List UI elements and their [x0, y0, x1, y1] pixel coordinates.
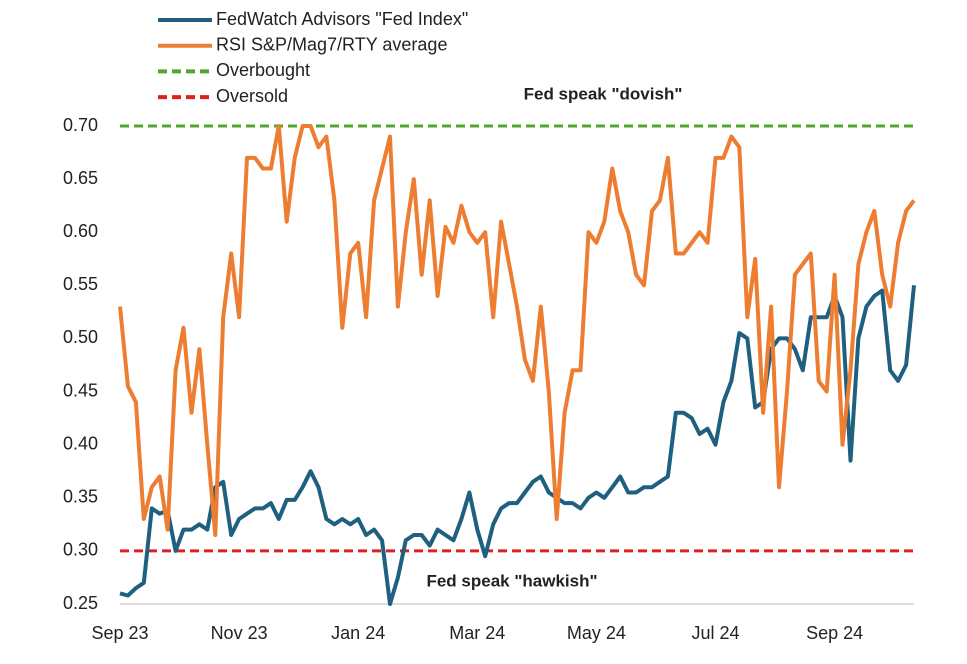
x-tick-label: Nov 23 — [211, 623, 268, 643]
annotation: Fed speak "dovish" — [524, 84, 683, 103]
y-tick-label: 0.25 — [63, 593, 98, 613]
y-tick-label: 0.65 — [63, 168, 98, 188]
legend-label: FedWatch Advisors "Fed Index" — [216, 9, 468, 29]
legend-label: RSI S&P/Mag7/RTY average — [216, 34, 447, 54]
x-tick-label: Sep 23 — [91, 623, 148, 643]
y-tick-label: 0.40 — [63, 433, 98, 453]
y-tick-label: 0.35 — [63, 487, 98, 507]
x-tick-label: May 24 — [567, 623, 626, 643]
y-tick-label: 0.70 — [63, 115, 98, 135]
legend-label: Overbought — [216, 60, 310, 80]
x-tick-label: Sep 24 — [806, 623, 863, 643]
y-tick-label: 0.30 — [63, 540, 98, 560]
x-tick-label: Jul 24 — [691, 623, 739, 643]
series-line — [118, 124, 916, 537]
y-tick-label: 0.55 — [63, 274, 98, 294]
x-tick-label: Jan 24 — [331, 623, 385, 643]
series-line — [119, 285, 916, 606]
y-tick-label: 0.60 — [63, 221, 98, 241]
legend-label: Oversold — [216, 86, 288, 106]
y-tick-label: 0.50 — [63, 327, 98, 347]
y-tick-label: 0.45 — [63, 380, 98, 400]
x-tick-label: Mar 24 — [449, 623, 505, 643]
annotation: Fed speak "hawkish" — [426, 571, 597, 590]
